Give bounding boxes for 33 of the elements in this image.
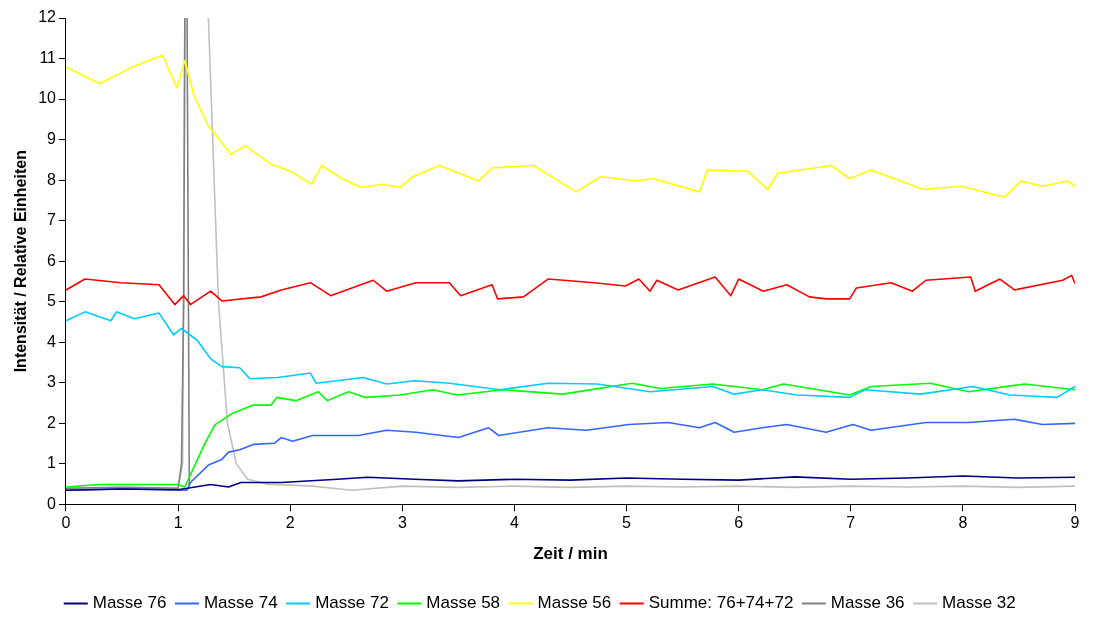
- legend-label: Masse 72: [315, 593, 389, 613]
- y-tick-label: 11: [39, 48, 57, 66]
- legend-label: Masse 36: [830, 593, 905, 613]
- legend-label: Masse 74: [203, 593, 278, 613]
- y-tick-label: 12: [38, 8, 57, 26]
- legend-label: Masse 32: [942, 593, 1016, 613]
- x-tick-label: 6: [734, 514, 744, 532]
- x-tick-label: 8: [958, 514, 968, 532]
- y-tick-label: 10: [38, 89, 57, 107]
- legend-label: Summe: 76+74+72: [648, 593, 794, 613]
- y-tick-label: 1: [47, 454, 57, 472]
- x-tick-label: 0: [61, 514, 71, 532]
- y-tick-label: 8: [47, 170, 57, 188]
- y-tick-label: 5: [47, 292, 57, 310]
- x-tick-label: 9: [1070, 514, 1080, 532]
- y-tick-label: 7: [47, 211, 57, 229]
- x-axis-title: Zeit / min: [533, 544, 608, 564]
- legend-label: Masse 76: [92, 593, 167, 613]
- y-tick-label: 4: [47, 332, 57, 350]
- x-tick-label: 4: [509, 514, 519, 532]
- y-axis-title: Intensität / Relative Einheiten: [12, 150, 30, 373]
- legend-label: Masse 58: [426, 593, 501, 613]
- x-tick-label: 3: [397, 514, 407, 532]
- legend-label: Masse 56: [537, 593, 612, 613]
- y-tick-label: 0: [47, 494, 57, 512]
- y-tick-label: 3: [47, 373, 57, 391]
- y-tick-label: 6: [47, 251, 57, 269]
- x-tick-label: 2: [285, 514, 295, 532]
- x-tick-label: 1: [173, 514, 183, 532]
- y-tick-label: 2: [47, 413, 57, 431]
- x-tick-label: 7: [846, 514, 856, 532]
- x-tick-label: 5: [622, 514, 632, 532]
- y-tick-label: 9: [47, 130, 57, 148]
